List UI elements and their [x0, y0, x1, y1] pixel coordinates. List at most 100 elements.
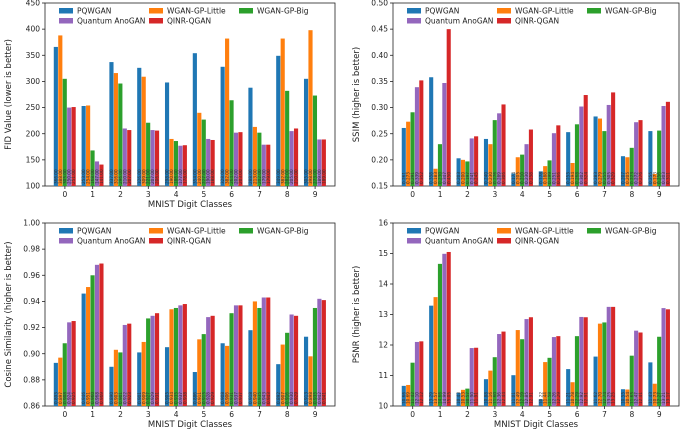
fid-bar-value-label: 288.00 [248, 169, 253, 184]
ssim-bar [524, 144, 529, 186]
fid-bar [192, 53, 197, 186]
cosine-bar-value-label: 0.929 [150, 392, 155, 404]
cosine-y-tick-label: 0.86 [23, 402, 40, 411]
ssim-bar-value-label: 0.339 [414, 172, 419, 184]
ssim-bar [634, 122, 639, 186]
cosine-bar-value-label: 0.916 [285, 392, 290, 404]
psnr-bar-value-label: 14.66 [438, 392, 443, 404]
ssim-bar-value-label: 0.173 [652, 172, 657, 184]
fid-bar-value-label: 282.00 [285, 169, 290, 184]
fid-bar-value-label: 316.00 [113, 169, 118, 184]
cosine-x-axis-label: MNIST Digit Classes [148, 420, 233, 430]
ssim-y-axis-label: SSIM (higher is better) [352, 47, 362, 142]
cosine-bar-value-label: 0.942 [317, 392, 322, 404]
cosine-bar-value-label: 0.918 [248, 392, 253, 404]
cosine-bar-value-label: 0.934 [169, 392, 174, 404]
ssim-bar [629, 147, 634, 186]
cosine-bar [238, 305, 243, 406]
cosine-bar-value-label: 0.922 [122, 392, 127, 404]
fid-bar [118, 83, 123, 186]
fid-legend-swatch [239, 8, 253, 14]
fid-legend-label: PQWGAN [77, 7, 111, 16]
cosine-y-axis-label: Cosine Similarity (higher is better) [4, 241, 14, 387]
ssim-bar [492, 120, 497, 186]
fid-bar [303, 78, 309, 186]
fid-bar-value-label: 273.00 [313, 169, 318, 184]
cosine-bar-value-label: 0.935 [313, 392, 318, 404]
cosine-legend-label: QINR-QGAN [167, 237, 211, 246]
ssim-bar-value-label: 0.203 [456, 172, 461, 184]
cosine-bar-value-label: 0.937 [234, 392, 239, 404]
psnr-y-tick-label: 12 [378, 341, 388, 350]
ssim-bar [406, 121, 411, 186]
cosine-bar [182, 304, 187, 406]
fid-bar-value-label: 349.00 [276, 169, 281, 184]
psnr-bar [401, 385, 406, 406]
psnr-y-tick-label: 14 [378, 280, 388, 289]
cosine-x-tick-label: 7 [257, 410, 262, 419]
fid-bar [308, 30, 313, 187]
fid-legend-swatch [149, 18, 163, 24]
fid-bar-value-label: 207.00 [150, 169, 155, 184]
cosine-bar [248, 330, 253, 406]
fid-bar-value-label: 179.00 [261, 169, 266, 184]
fid-x-tick-label: 1 [90, 190, 95, 199]
fid-bar [225, 38, 230, 186]
psnr-x-tick-label: 2 [465, 410, 470, 419]
fid-bar [81, 106, 86, 186]
cosine-bar [225, 345, 230, 406]
psnr-bar-value-label: 11.43 [648, 392, 653, 404]
cosine-bar-value-label: 0.915 [201, 392, 206, 404]
psnr-x-axis-label: MNIST Digit Classes [494, 420, 579, 430]
psnr-legend-swatch [407, 228, 421, 234]
ssim-bar-value-label: 0.240 [484, 172, 489, 184]
psnr-bar-value-label: 12.44 [501, 392, 506, 404]
fid-x-tick-label: 4 [174, 190, 179, 199]
cosine-bar [94, 264, 100, 406]
psnr-bar [524, 319, 529, 406]
ssim-bar-value-label: 0.223 [629, 172, 634, 184]
psnr-bar-value-label: 10.66 [401, 392, 406, 404]
fid-bar-value-label: 190.00 [169, 169, 174, 184]
psnr-y-tick-label: 15 [378, 249, 388, 258]
cosine-bar-value-label: 0.946 [81, 392, 86, 404]
psnr-y-tick-label: 16 [378, 219, 388, 228]
psnr-x-tick-label: 6 [575, 410, 580, 419]
psnr-bar [652, 383, 657, 406]
cosine-bar-value-label: 0.937 [178, 392, 183, 404]
cosine-bar [118, 352, 123, 406]
ssim-bar [597, 118, 603, 186]
cosine-y-tick-label: 1.00 [23, 219, 40, 228]
psnr-y-tick-label: 13 [378, 310, 388, 319]
ssim-x-tick-label: 6 [575, 190, 580, 199]
ssim-legend-swatch [407, 18, 421, 24]
ssim-bar [543, 166, 548, 186]
cosine-y-tick-label: 0.94 [23, 297, 40, 306]
psnr-y-tick-label: 10 [378, 402, 388, 411]
ssim-bar-value-label: 0.289 [497, 172, 502, 184]
ssim-bar [497, 113, 502, 186]
ssim-bar [661, 106, 666, 186]
psnr-bar-value-label: 10.54 [625, 392, 630, 404]
ssim-bar [538, 171, 543, 186]
psnr-bar-value-label: 13.21 [661, 392, 666, 404]
ssim-bar-value-label: 0.194 [570, 172, 575, 184]
cosine-y-tick-label: 0.98 [23, 245, 40, 254]
psnr-bar-value-label: 12.70 [598, 392, 603, 404]
cosine-y-tick-label: 0.90 [23, 349, 40, 358]
psnr-bar [446, 251, 451, 406]
psnr-bar-value-label: 11.60 [492, 392, 497, 404]
fid-bar-value-label: 309.00 [141, 169, 146, 184]
ssim-bar [419, 80, 424, 186]
psnr-bar [469, 348, 474, 406]
fid-x-tick-label: 6 [229, 190, 234, 199]
psnr-legend-swatch [497, 228, 511, 234]
psnr-legend-swatch [497, 238, 511, 244]
ssim-bar [474, 136, 479, 186]
fid-bar-value-label: 188.00 [210, 169, 215, 184]
psnr-bar-value-label: 13.17 [665, 392, 670, 404]
psnr-bar [419, 341, 424, 406]
cosine-bar [137, 352, 142, 406]
cosine-bar-value-label: 0.924 [67, 392, 72, 404]
fid-legend-label: WGAN-GP-Big [257, 7, 309, 16]
